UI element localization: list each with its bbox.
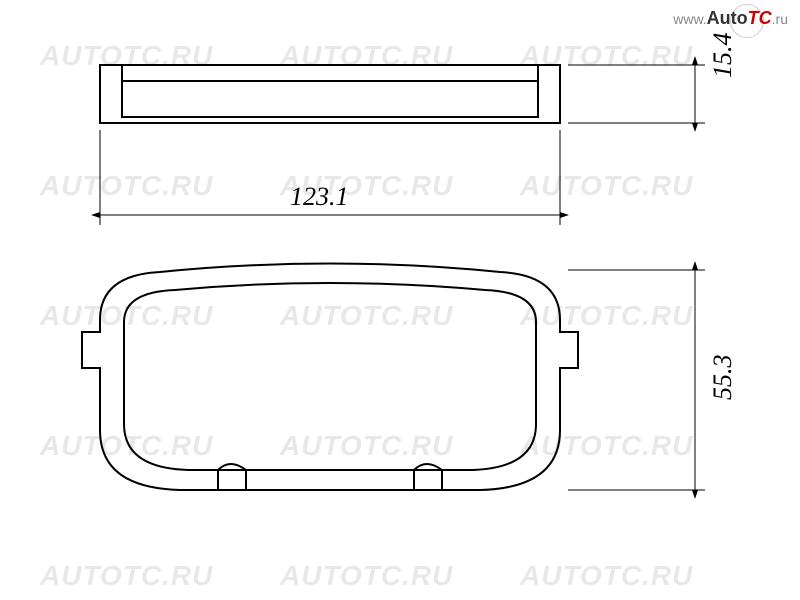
dim-height [568, 270, 705, 490]
dim-thickness [568, 65, 705, 123]
dim-thickness-label: 15.4 [708, 33, 738, 79]
front-view [82, 264, 578, 491]
dim-height-label: 55.3 [708, 355, 738, 401]
technical-drawing [0, 0, 800, 600]
dim-width-label: 123.1 [290, 182, 349, 212]
top-view [100, 65, 560, 123]
